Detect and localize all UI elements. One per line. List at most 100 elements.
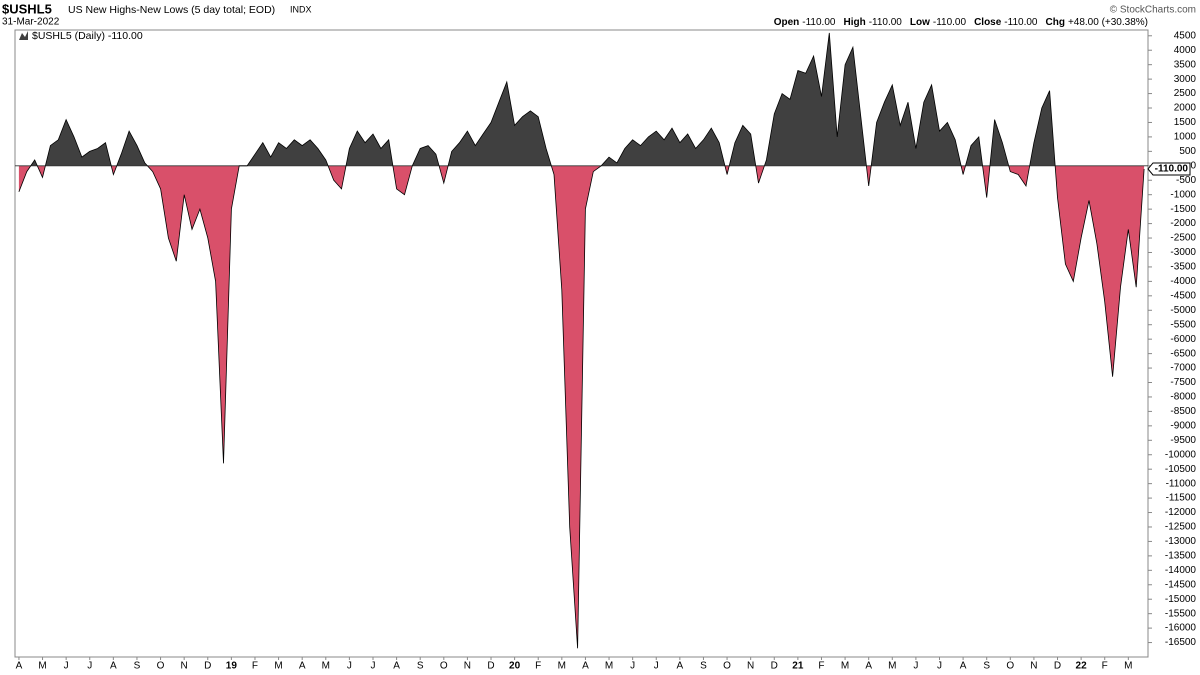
y-tick-label: 500 <box>1179 146 1196 157</box>
source: © StockCharts.com <box>1110 5 1196 16</box>
x-tick-label: D <box>204 661 211 672</box>
y-tick-label: 2000 <box>1174 103 1197 114</box>
y-tick-label: 4500 <box>1174 30 1197 41</box>
quote-value: -110.00 <box>802 17 836 28</box>
x-tick-label: M <box>558 661 566 672</box>
x-tick-label: D <box>487 661 494 672</box>
legend-icon <box>19 31 28 40</box>
y-tick-label: -8000 <box>1170 392 1196 403</box>
y-tick-label: -11000 <box>1166 478 1197 489</box>
y-tick-label: -6500 <box>1170 348 1196 359</box>
legend: $USHL5 (Daily) -110.00 <box>32 30 143 42</box>
x-tick-label: 20 <box>509 661 521 672</box>
y-tick-label: -12000 <box>1165 507 1197 518</box>
negative-area <box>18 165 1145 649</box>
y-tick-label: 4000 <box>1174 45 1197 56</box>
quote-label: Open <box>774 17 800 28</box>
x-tick-label: S <box>417 661 424 672</box>
x-tick-label: N <box>747 661 754 672</box>
x-tick-label: A <box>110 661 117 672</box>
last-value-label: -110.00 <box>1155 164 1189 175</box>
x-tick-label: A <box>582 661 589 672</box>
last-value-box <box>1147 162 1191 176</box>
plot-area <box>15 32 1148 649</box>
x-tick-label: J <box>370 661 375 672</box>
y-tick-label: -5000 <box>1170 305 1196 316</box>
x-tick-label: N <box>1030 661 1037 672</box>
quote-label: Close <box>974 17 1002 28</box>
y-tick-label: 3000 <box>1174 74 1197 85</box>
y-tick-label: -8500 <box>1170 406 1196 417</box>
x-tick-label: 21 <box>792 661 804 672</box>
quote-value: -110.00 <box>1004 17 1038 28</box>
exchange: INDX <box>290 4 312 14</box>
y-tick-label: -14000 <box>1165 565 1197 576</box>
x-tick-label: D <box>1054 661 1061 672</box>
y-tick-label: -1000 <box>1170 189 1196 200</box>
y-tick-label: -4000 <box>1170 276 1196 287</box>
series-line <box>18 32 1145 649</box>
x-tick-label: 22 <box>1076 661 1088 672</box>
x-tick-label: J <box>913 661 918 672</box>
y-tick-label: -9000 <box>1170 420 1196 431</box>
y-tick-label: -4500 <box>1170 290 1196 301</box>
y-tick-label: -5500 <box>1170 319 1196 330</box>
positive-area <box>30 32 1056 166</box>
x-tick-label: M <box>841 661 849 672</box>
y-tick-label: -15000 <box>1165 594 1197 605</box>
x-tick-label: A <box>393 661 400 672</box>
x-tick-label: M <box>274 661 282 672</box>
x-tick-label: S <box>983 661 990 672</box>
y-tick-label: -13500 <box>1165 551 1197 562</box>
y-tick-label: -2500 <box>1170 233 1196 244</box>
x-tick-label: S <box>134 661 141 672</box>
x-tick-label: O <box>440 661 448 672</box>
x-tick-label: M <box>322 661 330 672</box>
x-tick-label: A <box>16 661 23 672</box>
x-tick-label: J <box>87 661 92 672</box>
y-tick-label: -9500 <box>1170 435 1196 446</box>
y-tick-label: -6000 <box>1170 334 1196 345</box>
y-tick-label: -500 <box>1176 175 1196 186</box>
plot-frame <box>14 29 1149 658</box>
quote: Open -110.00 High -110.00 Low -110.00 Close -11… <box>774 17 1148 28</box>
quote-value: -110.00 <box>869 17 903 28</box>
x-tick-label: J <box>64 661 69 672</box>
x-tick-label: M <box>1124 661 1132 672</box>
y-tick-label: 1500 <box>1174 117 1197 128</box>
y-tick-label: -14500 <box>1165 579 1197 590</box>
y-tick-label: 1000 <box>1174 132 1197 143</box>
y-tick-label: -11500 <box>1166 493 1197 504</box>
y-tick-label: 2500 <box>1174 88 1197 99</box>
y-tick-label: -16000 <box>1165 623 1197 634</box>
x-tick-label: N <box>181 661 188 672</box>
y-tick-label: -13000 <box>1165 536 1197 547</box>
x-tick-label: O <box>1006 661 1014 672</box>
y-tick-label: -7500 <box>1170 377 1196 388</box>
y-tick-label: -12500 <box>1165 522 1197 533</box>
y-tick-label: -1500 <box>1170 204 1196 215</box>
quote-value: -110.00 <box>933 17 967 28</box>
date: 31-Mar-2022 <box>2 17 60 28</box>
quote-label: Low <box>910 17 930 28</box>
quote-label: High <box>843 17 865 28</box>
chart-title: US New Highs-New Lows (5 day total; EOD) <box>68 4 275 16</box>
x-tick-label: J <box>654 661 659 672</box>
x-tick-label: A <box>960 661 967 672</box>
x-tick-label: M <box>605 661 613 672</box>
x-tick-label: 19 <box>226 661 238 672</box>
x-tick-label: J <box>937 661 942 672</box>
y-tick-label: -3000 <box>1170 247 1196 258</box>
x-tick-label: O <box>157 661 165 672</box>
y-tick-label: -7000 <box>1170 363 1196 374</box>
x-tick-label: N <box>464 661 471 672</box>
symbol: $USHL5 <box>2 1 52 16</box>
y-tick-label: -2000 <box>1170 218 1196 229</box>
x-tick-label: J <box>630 661 635 672</box>
x-tick-label: F <box>535 661 541 672</box>
y-tick-label: -3500 <box>1170 262 1196 273</box>
x-tick-label: A <box>677 661 684 672</box>
y-tick-label: -10500 <box>1165 464 1197 475</box>
x-tick-label: D <box>771 661 778 672</box>
